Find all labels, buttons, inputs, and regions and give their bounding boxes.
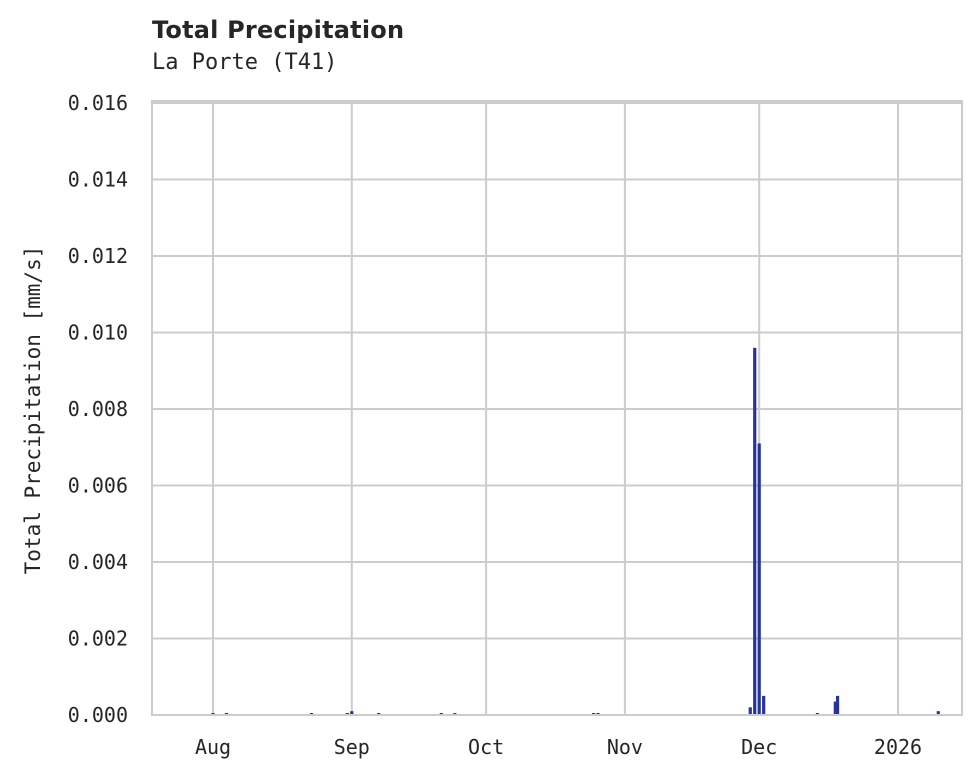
x-tick-label: 2026 [874,735,922,759]
x-tick-label: Sep [334,735,370,759]
precipitation-bars [211,347,940,715]
precip-bar [936,711,940,715]
grid-lines [152,101,962,716]
x-tick-label: Oct [468,735,504,759]
y-tick-label: 0.012 [68,244,128,268]
y-axis-ticks: 0.000 0.002 0.004 0.006 0.008 0.010 0.012 0.014… [68,91,128,727]
precip-bar [748,707,752,715]
plot-frame [151,100,963,716]
x-tick-label: Nov [607,735,643,759]
precip-bar [833,701,837,715]
y-tick-label: 0.002 [68,627,128,651]
y-tick-label: 0.010 [68,321,128,345]
x-tick-label: Aug [195,735,231,759]
y-tick-label: 0.006 [68,474,128,498]
precip-bar [762,695,766,715]
precip-bar [350,711,354,715]
y-tick-label: 0.008 [68,397,128,421]
precip-bar [835,695,840,715]
y-tick-label: 0.004 [68,550,128,574]
precip-bar [753,347,757,715]
y-tick-label: 0.000 [68,703,128,727]
y-tick-label: 0.016 [68,91,128,115]
x-axis-ticks: Aug Sep Oct Nov Dec 2026 [195,735,922,759]
chart-title: Total Precipitation [152,16,405,44]
precip-bar [757,443,761,715]
x-tick-label: Dec [741,735,777,759]
y-tick-label: 0.014 [68,168,128,192]
y-axis-label: Total Precipitation [mm/s] [21,246,45,575]
chart-subtitle: La Porte (T41) [152,50,338,75]
